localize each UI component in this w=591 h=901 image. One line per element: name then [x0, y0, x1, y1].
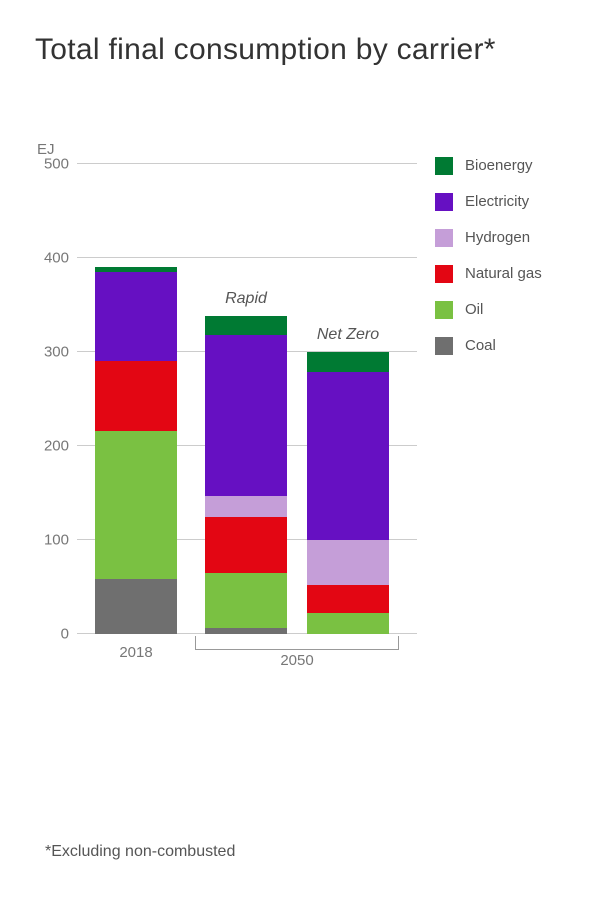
bar-segment-bioenergy [307, 352, 389, 373]
legend-label: Natural gas [465, 265, 542, 282]
bar [307, 352, 389, 634]
bar [205, 316, 287, 634]
legend-item-natural_gas: Natural gas [435, 265, 542, 283]
legend-item-bioenergy: Bioenergy [435, 157, 542, 175]
legend-swatch [435, 265, 453, 283]
chart-title: Total final consumption by carrier* [35, 30, 571, 71]
scenario-label: Net Zero [317, 326, 379, 344]
bar-segment-hydrogen [307, 540, 389, 585]
bar-segment-electricity [307, 372, 389, 539]
legend-item-oil: Oil [435, 301, 542, 319]
bar-segment-bioenergy [205, 316, 287, 335]
x-group-bracket [195, 636, 399, 650]
bar-segment-oil [205, 573, 287, 628]
bar-segment-electricity [205, 335, 287, 497]
legend-swatch [435, 193, 453, 211]
y-tick-label: 400 [29, 249, 69, 266]
y-tick-label: 500 [29, 155, 69, 172]
bar-segment-oil [307, 613, 389, 634]
y-tick-label: 300 [29, 343, 69, 360]
legend-swatch [435, 229, 453, 247]
legend-item-electricity: Electricity [435, 193, 542, 211]
legend-label: Oil [465, 301, 483, 318]
y-axis-unit: EJ [37, 141, 571, 158]
legend-swatch [435, 157, 453, 175]
footnote: *Excluding non-combusted [45, 843, 235, 861]
legend-item-hydrogen: Hydrogen [435, 229, 542, 247]
x-axis: 2018 2050 [77, 634, 417, 694]
bar-segment-natural_gas [95, 361, 177, 432]
plot-area: 0100200300400500RapidNet Zero [77, 164, 417, 634]
legend-swatch [435, 337, 453, 355]
y-tick-label: 200 [29, 437, 69, 454]
bar-segment-electricity [95, 272, 177, 361]
bar-segment-oil [95, 431, 177, 579]
legend: Bioenergy Electricity Hydrogen Natural gas O… [435, 157, 542, 373]
legend-label: Bioenergy [465, 157, 533, 174]
x-label-2018: 2018 [119, 644, 152, 661]
bar-segment-hydrogen [205, 496, 287, 517]
y-tick-label: 0 [29, 625, 69, 642]
legend-item-coal: Coal [435, 337, 542, 355]
scenario-label: Rapid [225, 290, 267, 308]
bar-segment-natural_gas [307, 585, 389, 613]
legend-swatch [435, 301, 453, 319]
chart-area: EJ 0100200300400500RapidNet Zero 2018205… [35, 141, 571, 694]
x-label-2050: 2050 [280, 652, 313, 669]
legend-label: Electricity [465, 193, 529, 210]
y-tick-label: 100 [29, 531, 69, 548]
bar-segment-natural_gas [205, 517, 287, 573]
legend-label: Coal [465, 337, 496, 354]
grid-line [77, 257, 417, 258]
bar [95, 267, 177, 634]
grid-line [77, 163, 417, 164]
legend-label: Hydrogen [465, 229, 530, 246]
bar-segment-coal [95, 579, 177, 634]
